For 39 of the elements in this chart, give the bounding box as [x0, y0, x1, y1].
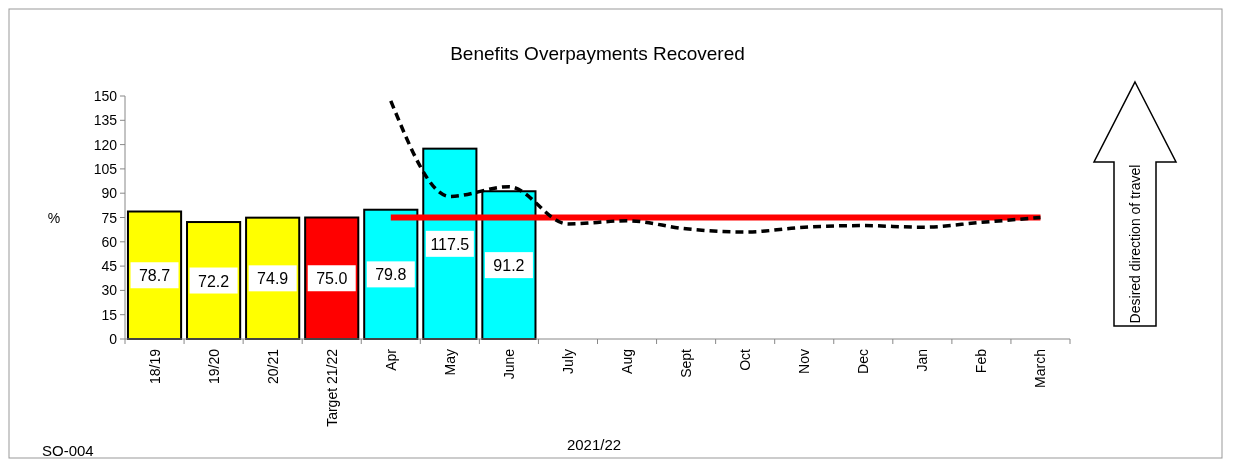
- x-tick-label: Jan: [914, 349, 931, 372]
- x-tick-label: March: [1032, 349, 1049, 388]
- y-tick-label: 150: [93, 88, 118, 104]
- x-tick-label: Sept: [678, 348, 695, 378]
- y-tick-label: 120: [93, 136, 118, 153]
- x-tick-label: Dec: [855, 349, 872, 374]
- data-label: 91.2: [493, 257, 525, 275]
- y-tick-label: 15: [101, 306, 118, 323]
- y-tick-label: 90: [101, 185, 118, 202]
- y-tick-label: 30: [101, 282, 118, 299]
- text: SO-004: [42, 442, 94, 459]
- data-label: 79.8: [375, 266, 407, 284]
- x-tick-label: 20/21: [264, 348, 281, 385]
- y-tick-label: 105: [93, 160, 118, 177]
- x-tick-label: Apr: [382, 348, 399, 371]
- y-tick-label: 135: [93, 112, 118, 129]
- data-label: 74.9: [257, 270, 289, 288]
- y-tick-label: 60: [101, 233, 118, 250]
- x-tick-label: 19/20: [205, 348, 222, 385]
- x-tick-label: Aug: [619, 349, 636, 374]
- y-tick-label: 75: [101, 209, 118, 226]
- x-tick-label: Feb: [973, 348, 990, 374]
- x-tick-label: 18/19: [146, 348, 163, 385]
- x-tick-label: Target 21/22: [323, 348, 340, 427]
- data-label: 72.2: [198, 272, 230, 290]
- data-label: 78.7: [138, 267, 171, 285]
- y-tick-label: 0: [109, 331, 118, 347]
- y-axis-title: %: [47, 209, 61, 226]
- x-tick-label: June: [500, 348, 517, 380]
- x-axis-title: 2021/22: [566, 436, 622, 453]
- chart-title: Benefits Overpayments Recovered: [450, 43, 745, 64]
- x-tick-label: Nov: [796, 349, 813, 374]
- x-tick-label: July: [559, 349, 576, 374]
- data-label: 75.0: [316, 270, 348, 288]
- x-tick-label: Oct: [737, 348, 754, 371]
- x-tick-label: May: [441, 349, 458, 376]
- y-tick-label: 45: [101, 258, 118, 275]
- data-label: 117.5: [430, 235, 470, 253]
- text: Desired direction of travel: [1127, 164, 1143, 324]
